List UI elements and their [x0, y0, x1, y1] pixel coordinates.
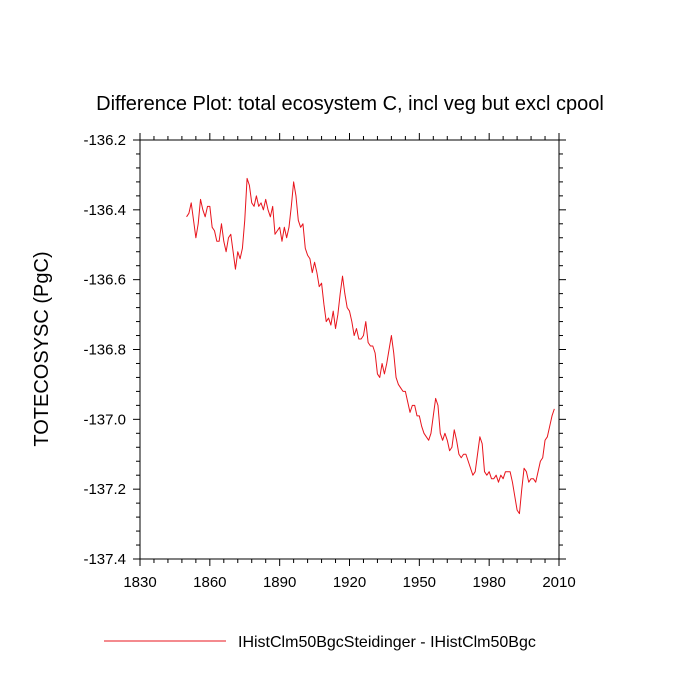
y-tick-label: -136.4 [83, 202, 126, 219]
series-lines [186, 177, 555, 515]
y-tick-label: -136.6 [83, 272, 126, 289]
x-tick-label: 1980 [472, 574, 505, 591]
x-axis-tick-labels: 1830 1860 1890 1920 1950 1980 2010 [123, 574, 575, 591]
x-tick-label: 1860 [193, 574, 226, 591]
y-axis-tick-labels: -136.2 -136.4 -136.6 -136.8 -137.0 -137.2 -137… [83, 132, 126, 568]
x-tick-label: 1950 [403, 574, 436, 591]
plot-area-frame [139, 139, 560, 560]
x-tick-label: 1830 [123, 574, 156, 591]
chart-title: Difference Plot: total ecosystem C, incl… [96, 93, 604, 115]
x-tick-label: 2010 [542, 574, 575, 591]
series-line-0 [186, 177, 555, 515]
y-tick-label: -137.4 [83, 551, 126, 568]
y-tick-label: -137.2 [83, 481, 126, 498]
x-tick-label: 1920 [333, 574, 366, 591]
x-tick-label: 1890 [263, 574, 296, 591]
axis-ticks [133, 133, 566, 566]
legend: IHistClm50BgcSteidinger - IHistClm50Bgc [104, 634, 536, 651]
y-tick-label: -136.2 [83, 132, 126, 149]
y-axis-label: TOTECOSYSC (PgC) [31, 251, 53, 446]
y-tick-label: -136.8 [83, 342, 126, 359]
legend-label: IHistClm50BgcSteidinger - IHistClm50Bgc [238, 634, 536, 651]
y-tick-label: -137.0 [83, 411, 126, 428]
